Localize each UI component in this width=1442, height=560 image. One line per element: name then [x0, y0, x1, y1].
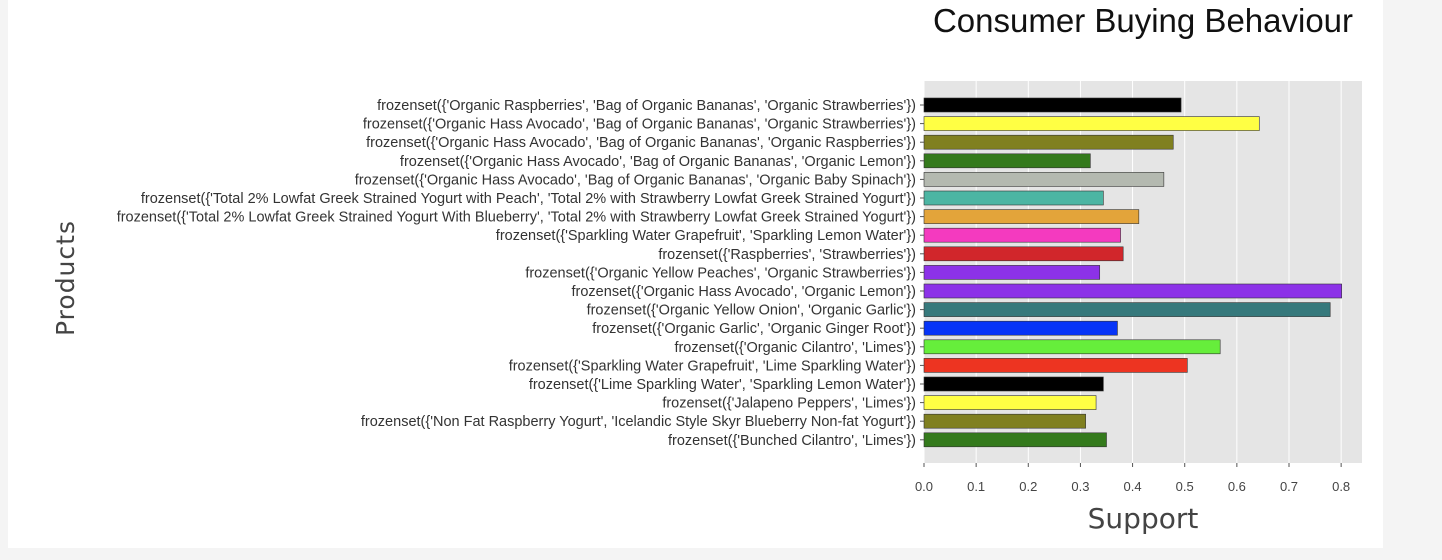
- y-tick-label: frozenset({'Organic Hass Avocado', 'Bag …: [400, 154, 916, 170]
- bar: [923, 376, 1104, 392]
- y-tick-label: frozenset({'Organic Yellow Onion', 'Orga…: [587, 303, 916, 319]
- y-tick-label: frozenset({'Sparkling Water Grapefruit',…: [496, 228, 916, 244]
- y-tick-label: frozenset({'Organic Hass Avocado', 'Bag …: [355, 172, 916, 188]
- bar: [923, 265, 1101, 280]
- y-tick-label: frozenset({'Non Fat Raspberry Yogurt', '…: [361, 414, 916, 430]
- bar: [923, 116, 1260, 131]
- bar: [923, 432, 1107, 448]
- y-tick-label: frozenset({'Total 2% Lowfat Greek Strain…: [141, 191, 916, 207]
- y-tick-label: frozenset({'Organic Raspberries', 'Bag o…: [377, 98, 916, 114]
- x-tick-labels: 0.0 0.1 0.2 0.3 0.4 0.5 0.6 0.7 0.8: [915, 463, 1350, 494]
- x-tick-label: 0.8: [1332, 479, 1350, 494]
- bar: [923, 190, 1104, 206]
- bar: [923, 172, 1165, 187]
- bar: [923, 320, 1118, 336]
- x-tick-label: 0.5: [1176, 479, 1194, 494]
- x-tick-label: 0.1: [967, 479, 985, 494]
- x-tick-label: 0.0: [915, 479, 933, 494]
- bar: [923, 227, 1121, 243]
- x-tick-label: 0.4: [1124, 479, 1142, 494]
- bar: [923, 339, 1221, 355]
- y-tick-label: frozenset({'Total 2% Lowfat Greek Strain…: [117, 210, 916, 226]
- bar: [923, 302, 1331, 317]
- y-tick-label: frozenset({'Organic Yellow Peaches', 'Or…: [525, 265, 916, 281]
- x-tick-label: 0.2: [1019, 479, 1037, 494]
- x-axis-label: Support: [1088, 502, 1199, 535]
- y-tick-label: frozenset({'Sparkling Water Grapefruit',…: [509, 358, 916, 374]
- y-tick-label: frozenset({'Jalapeno Peppers', 'Limes'}): [662, 396, 916, 412]
- bar: [923, 246, 1124, 262]
- bar: [923, 97, 1182, 113]
- y-tick-labels: frozenset({'Organic Raspberries', 'Bag o…: [117, 98, 924, 449]
- bar: [923, 153, 1091, 169]
- x-tick-label: 0.6: [1228, 479, 1246, 494]
- chart-title: Consumer Buying Behaviour: [933, 2, 1353, 39]
- y-tick-label: frozenset({'Organic Hass Avocado', 'Bag …: [363, 117, 916, 133]
- y-tick-label: frozenset({'Raspberries', 'Strawberries'…: [658, 247, 916, 263]
- x-tick-label: 0.7: [1280, 479, 1298, 494]
- bar: [923, 283, 1342, 299]
- y-tick-label: frozenset({'Organic Garlic', 'Organic Gi…: [592, 321, 916, 337]
- bar: [923, 209, 1140, 224]
- y-axis-label: Products: [51, 220, 80, 336]
- y-tick-label: frozenset({'Organic Hass Avocado', 'Bag …: [366, 135, 916, 151]
- bar: [923, 134, 1174, 150]
- bar: [923, 413, 1086, 429]
- bar: [923, 395, 1097, 410]
- x-tick-label: 0.3: [1071, 479, 1089, 494]
- y-tick-label: frozenset({'Organic Hass Avocado', 'Orga…: [572, 284, 916, 300]
- y-tick-label: frozenset({'Bunched Cilantro', 'Limes'}): [668, 433, 916, 449]
- bar-chart: Consumer Buying Behaviour frozenset({'Or…: [51, 2, 1362, 535]
- chart-figure: Consumer Buying Behaviour frozenset({'Or…: [8, 0, 1383, 548]
- y-tick-label: frozenset({'Organic Cilantro', 'Limes'}): [674, 340, 916, 356]
- y-tick-label: frozenset({'Lime Sparkling Water', 'Spar…: [529, 377, 916, 393]
- bar: [923, 358, 1188, 373]
